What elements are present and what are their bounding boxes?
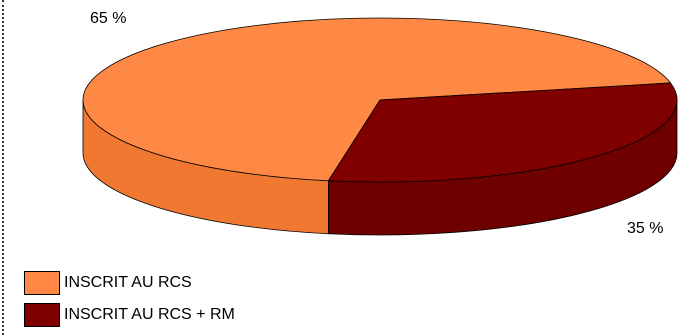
slice-value-label-rcs-rm: 35 % xyxy=(627,220,664,237)
pie-slice-rcs-rm xyxy=(327,82,678,183)
legend-item-rcs-rm: INSCRIT AU RCS + RM xyxy=(24,302,235,328)
legend-label-rcs: INSCRIT AU RCS xyxy=(64,274,192,291)
legend-swatch-rcs xyxy=(24,271,60,295)
left-dotted-border xyxy=(2,0,4,335)
legend-swatch-rcs-rm xyxy=(24,303,60,327)
legend-label-rcs-rm: INSCRIT AU RCS + RM xyxy=(64,306,235,323)
pie-slice-rcs xyxy=(82,17,672,182)
chart-legend: INSCRIT AU RCS INSCRIT AU RCS + RM xyxy=(24,270,235,334)
legend-item-rcs: INSCRIT AU RCS xyxy=(24,270,235,296)
slice-value-label-rcs: 65 % xyxy=(90,10,127,27)
